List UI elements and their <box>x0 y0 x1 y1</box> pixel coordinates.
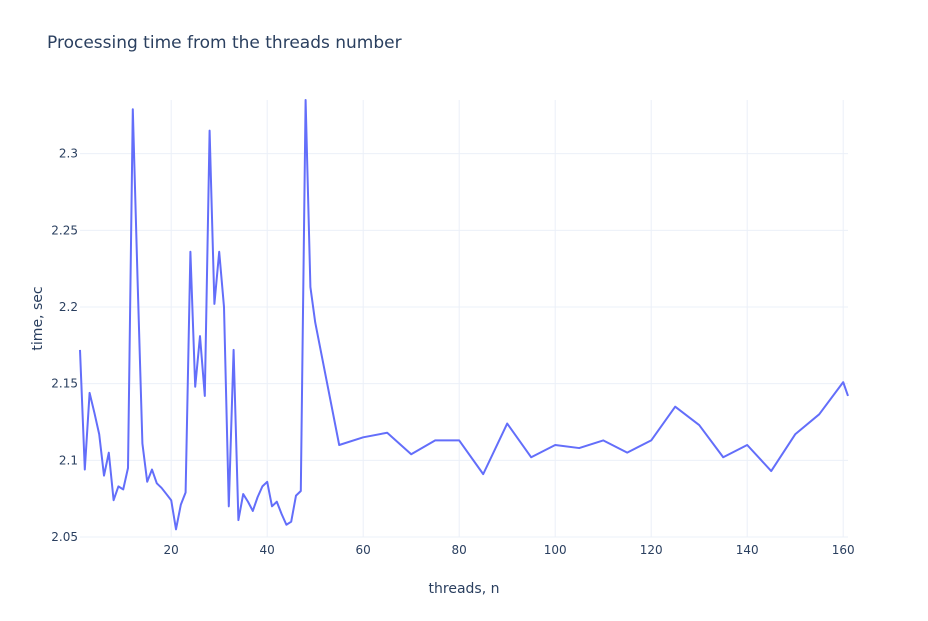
x-tick-label: 160 <box>832 543 855 557</box>
x-tick-label: 140 <box>736 543 759 557</box>
y-tick-label: 2.25 <box>51 223 78 237</box>
y-tick-label: 2.1 <box>59 453 78 467</box>
y-tick-label: 2.3 <box>59 147 78 161</box>
x-tick-label: 60 <box>356 543 371 557</box>
y-axis-title: time, sec <box>30 286 46 350</box>
y-tick-label: 2.2 <box>59 300 78 314</box>
x-tick-label: 120 <box>640 543 663 557</box>
x-tick-label: 20 <box>164 543 179 557</box>
series-line <box>79 99 849 531</box>
gridlines <box>80 100 848 538</box>
y-tick-label: 2.15 <box>51 377 78 391</box>
y-tick-labels: 2.05 2.1 2.15 2.2 2.25 2.3 <box>51 147 78 544</box>
x-axis-title: threads, n <box>429 581 500 597</box>
x-tick-label: 40 <box>260 543 275 557</box>
x-tick-labels: 20 40 60 80 100 120 140 160 <box>164 543 855 557</box>
x-tick-label: 80 <box>452 543 467 557</box>
chart-title: Processing time from the threads number <box>47 33 402 53</box>
x-tick-label: 100 <box>544 543 567 557</box>
y-tick-label: 2.05 <box>51 530 78 544</box>
